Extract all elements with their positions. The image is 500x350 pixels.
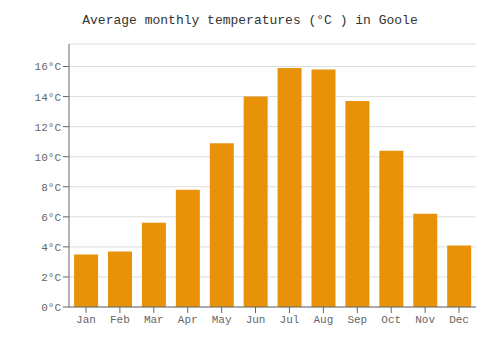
svg-text:Feb: Feb xyxy=(110,314,130,326)
svg-text:Apr: Apr xyxy=(178,314,198,326)
svg-text:12°C: 12°C xyxy=(35,122,62,134)
svg-text:Sep: Sep xyxy=(347,314,367,326)
svg-text:Jun: Jun xyxy=(246,314,266,326)
svg-text:2°C: 2°C xyxy=(41,272,61,284)
svg-text:Nov: Nov xyxy=(415,314,435,326)
svg-text:16°C: 16°C xyxy=(35,61,62,73)
svg-text:May: May xyxy=(212,314,232,326)
svg-text:6°C: 6°C xyxy=(41,212,61,224)
svg-text:10°C: 10°C xyxy=(35,152,62,164)
svg-text:Mar: Mar xyxy=(144,314,164,326)
svg-text:14°C: 14°C xyxy=(35,92,62,104)
svg-text:Jan: Jan xyxy=(76,314,96,326)
svg-text:Aug: Aug xyxy=(313,314,333,326)
svg-text:8°C: 8°C xyxy=(41,182,61,194)
svg-text:4°C: 4°C xyxy=(41,242,61,254)
html-text:Average monthly temperatures (: Average monthly temperatures (°C ) in Go… xyxy=(82,13,418,28)
svg-text:Oct: Oct xyxy=(381,314,401,326)
svg-text:Dec: Dec xyxy=(449,314,469,326)
svg-text:0°C: 0°C xyxy=(41,302,61,314)
svg-text:Jul: Jul xyxy=(280,314,300,326)
